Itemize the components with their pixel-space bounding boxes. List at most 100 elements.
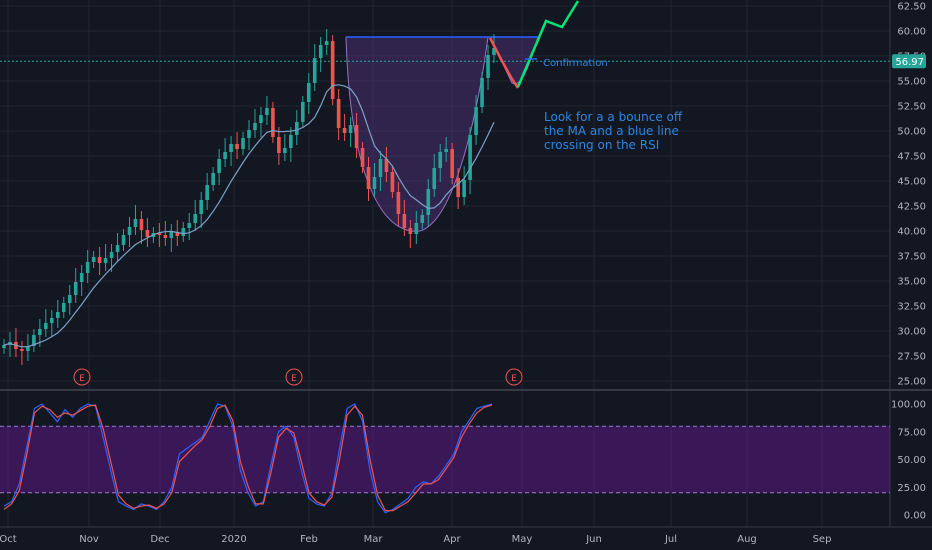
time-tick-label: Mar [364,534,384,545]
candle-body [199,200,203,214]
time-tick-label: Aug [737,534,757,545]
price-pane: Confirmation Look for a a bounce off the… [0,0,890,527]
price-tick-label: 30.00 [897,327,926,338]
time-tick-label: Nov [79,534,99,545]
annotation-note-line-3: crossing on the RSI [544,138,659,152]
candle-body [324,41,329,45]
candle-body [32,335,36,346]
candle-body [127,227,132,235]
candle-body [145,230,150,237]
time-tick-label: May [512,534,533,545]
candle-body [306,83,311,102]
candle-body [474,107,478,135]
price-tick-label: 32.50 [897,302,926,313]
oscillator-pane: 0.00 25.00 50.00 75.00 100.00 [0,400,926,522]
price-axis[interactable]: 25.00 27.50 30.00 32.50 35.00 37.50 40.00 42.50… [889,0,926,527]
time-tick-label: Apr [443,534,461,545]
candle-body [55,312,60,318]
earnings-marker-label: E [291,374,297,384]
confirmation-label: Confirmation [543,58,608,69]
candle-body [438,152,443,168]
oscillator-tick-label: 0.00 [904,511,926,522]
candle-body [283,148,287,153]
candle-body [390,172,395,192]
time-axis[interactable]: Oct Nov Dec 2020 Feb Mar Apr May Jun Jul Aug Sep [0,526,932,545]
candle-body [67,295,72,303]
candle-body [235,144,239,149]
time-tick-label: Oct [0,534,17,545]
candle-body [396,192,401,214]
candle-body [378,159,383,177]
price-tick-label: 42.50 [897,202,926,213]
price-tick-label: 50.00 [897,127,926,138]
handle-projection-line [488,37,520,89]
price-tick-label: 37.50 [897,252,926,263]
candle-body [492,48,496,55]
candle-body [354,125,359,148]
candle-body [336,99,341,128]
last-price-badge-text: 56.97 [895,57,924,68]
candle-body [486,55,490,78]
time-tick-label: Feb [300,534,318,545]
price-tick-label: 55.00 [897,77,926,88]
candle-body [217,159,221,173]
price-tick-label: 25.00 [897,377,926,388]
breakout-projection-line [516,0,580,88]
candle-body [444,149,448,152]
candle-body [295,122,299,135]
candle-body [103,258,108,263]
time-tick-label: Jul [664,534,677,545]
candle-body [175,232,180,236]
time-tick-label: 2020 [221,534,246,545]
price-tick-label: 52.50 [897,102,926,113]
candle-body [372,177,377,189]
price-tick-label: 45.00 [897,177,926,188]
candle-body [61,303,66,312]
candle-body [109,252,114,258]
candle-body [360,148,365,167]
candle-body [91,257,96,262]
candle-body [241,138,245,149]
candle-body [2,345,6,348]
candle-body [229,144,233,152]
candle-body [85,262,90,273]
oscillator-tick-label: 75.00 [897,427,926,438]
oscillator-tick-label: 100.00 [891,400,926,411]
candle-body [450,149,454,178]
candle-body [312,58,317,83]
candle-body [181,228,186,236]
candle-body [300,102,305,122]
earnings-marker-label: E [79,374,85,384]
candle-body [318,45,323,58]
candle-body [79,273,84,282]
candle-body [277,137,281,153]
candle-body [26,346,30,351]
candle-body [115,245,120,252]
candle-body [163,235,168,238]
candle-body [342,128,347,133]
candle-body [169,232,174,238]
price-tick-label: 60.00 [897,27,926,38]
candle-body [205,185,209,200]
oscillator-tick-label: 50.00 [897,455,926,466]
candle-body [330,41,335,99]
price-tick-label: 35.00 [897,277,926,288]
candle-body [414,223,419,234]
price-tick-label: 62.50 [897,2,926,13]
price-tick-label: 27.50 [897,352,926,363]
candle-body [44,323,48,329]
candle-body [271,108,275,137]
candle-body [157,233,162,235]
candle-body [432,168,437,189]
last-price-badge [892,54,926,69]
time-tick-label: Jun [585,534,602,545]
candle-body [402,214,407,228]
price-gridlines [0,5,890,382]
earnings-marker [505,368,523,386]
candle-body [384,159,389,172]
candle-body [247,130,251,138]
price-tick-label: 40.00 [897,227,926,238]
candle-body [121,235,126,245]
